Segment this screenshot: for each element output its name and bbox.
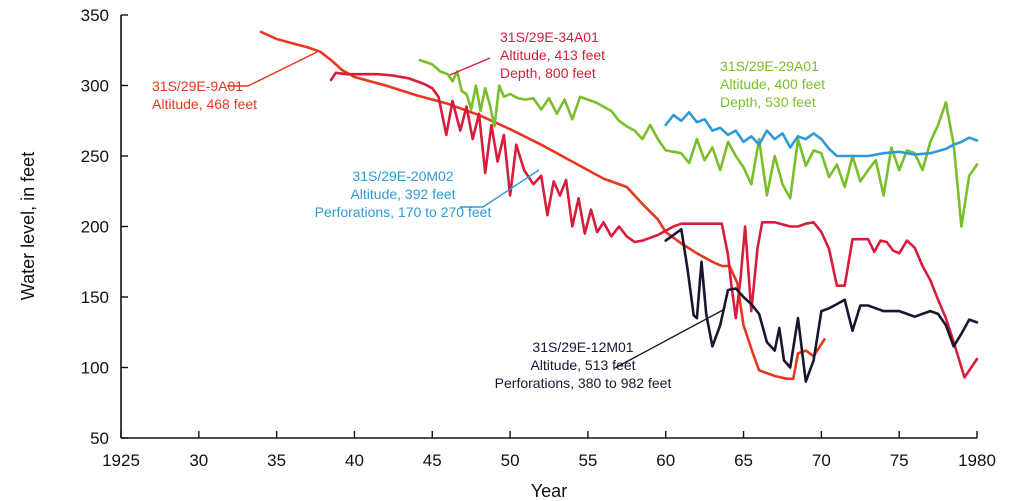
annotation-leader-line [227,51,318,87]
x-tick-label: 35 [267,451,286,470]
x-tick-label: 60 [656,451,675,470]
series-line-31s-29e-9a01 [259,30,826,381]
annotation-leader-line [460,169,540,208]
y-axis-title: Water level, in feet [18,152,38,300]
series-annotation-line: Altitude, 400 feet [720,76,825,92]
series-line-31s-29e-20m02 [664,111,979,158]
series-annotation-line: 31S/29E-9A01 [152,78,243,94]
series-line-31s-29e-12m01 [664,228,979,383]
annotation-leader-line [614,309,724,369]
series-annotation-line: Perforations, 380 to 982 feet [495,375,672,391]
x-axis-title: Year [531,481,567,501]
y-tick-label: 300 [81,77,109,96]
y-tick-label: 100 [81,359,109,378]
y-tick-label: 150 [81,288,109,307]
series-line-31s-29e-29a01 [418,58,979,228]
annotation-layer: 31S/29E-9A01 Altitude, 468 feet 31S/29E-34… [152,29,825,391]
series-layer [259,30,979,383]
x-tick-label: 70 [812,451,831,470]
y-ticks: 50 100 150 200 250 300 350 [81,6,128,448]
series-annotation-line: Altitude, 513 feet [530,357,635,373]
x-tick-label: 1980 [958,451,996,470]
y-tick-label: 250 [81,147,109,166]
series-annotation-line: 31S/29E-29A01 [720,58,819,74]
x-tick-label: 55 [578,451,597,470]
series-annotation-line: Depth, 800 feet [500,65,596,81]
x-tick-label: 50 [501,451,520,470]
x-tick-label: 40 [345,451,364,470]
series-annotation-line: 31S/29E-20M02 [352,168,453,184]
y-tick-label: 50 [90,429,109,448]
annotation-leader-line [449,57,491,76]
series-annotation-line: 31S/29E-12M01 [532,339,633,355]
x-tick-label: 45 [423,451,442,470]
x-tick-label: 1925 [102,451,140,470]
x-tick-label: 30 [189,451,208,470]
x-tick-label: 65 [734,451,753,470]
series-annotation-line: Altitude, 413 feet [500,47,605,63]
series-annotation-line: Depth, 530 feet [720,94,816,110]
series-annotation-line: 31S/29E-34A01 [500,29,599,45]
y-tick-label: 200 [81,218,109,237]
series-annotation-line: Altitude, 468 feet [152,96,257,112]
series-line-31s-29e-34a01 [329,71,979,379]
x-tick-label: 75 [890,451,909,470]
x-ticks: 1925 30 35 40 45 50 55 60 65 70 75 1980 [102,431,996,470]
series-annotation-line: Altitude, 392 feet [350,186,455,202]
series-annotation-line: Perforations, 170 to 270 feet [315,204,492,220]
y-tick-label: 350 [81,6,109,25]
